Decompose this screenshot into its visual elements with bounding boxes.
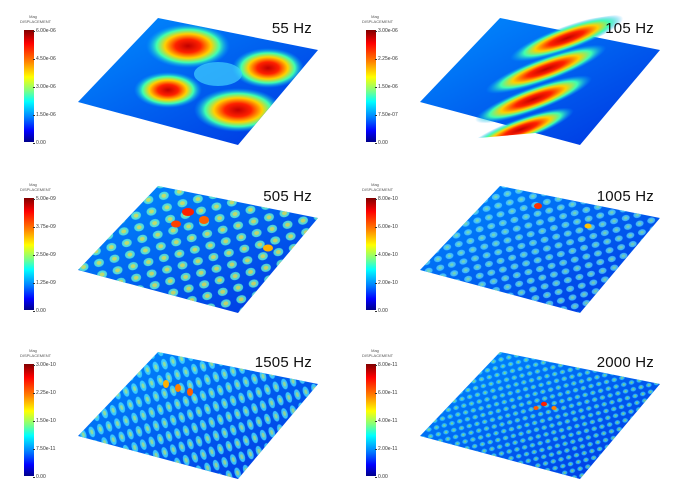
tick-label: 7.50e-11: [32, 446, 56, 452]
colorbar: [24, 198, 34, 310]
displacement-plate-2000hz: [420, 352, 660, 479]
legend-title-mag: Mag: [371, 14, 379, 19]
color-legend: Mag DISPLACEMENT 3.00e-10 2.25e-10 1.50e…: [14, 344, 74, 484]
frequency-label: 505 Hz: [263, 188, 312, 205]
color-legend: Mag DISPLACEMENT 8.00e-11 6.00e-11 4.00e…: [356, 344, 416, 484]
tick-label: 1.50e-10: [33, 418, 56, 424]
legend-title-displacement: DISPLACEMENT: [20, 19, 52, 24]
displacement-plate-1005hz: [420, 186, 660, 313]
tick-label: 7.50e-07: [375, 112, 398, 118]
tick-label: 4.00e-10: [375, 252, 398, 258]
tick-label: 0.00: [33, 308, 46, 314]
legend-title-mag: Mag: [371, 348, 379, 353]
colorbar: [366, 364, 376, 476]
tick-label: 3.00e-06: [33, 84, 56, 90]
legend-title-displacement: DISPLACEMENT: [20, 187, 52, 192]
tick-label: 0.00: [375, 474, 388, 480]
color-legend: Mag DISPLACEMENT 6.00e-06 4.50e-06 3.00e…: [14, 10, 74, 150]
tick-label: 0.00: [375, 308, 388, 314]
color-legend: Mag DISPLACEMENT 5.00e-09 3.75e-09 2.50e…: [14, 178, 74, 318]
frequency-label: 105 Hz: [605, 20, 654, 37]
displacement-plate-55hz: [78, 18, 318, 145]
color-legend: Mag DISPLACEMENT 3.00e-06 2.25e-06 1.50e…: [356, 10, 416, 150]
panel-1005hz: Mag DISPLACEMENT 8.00e-10 6.00e-10 4.00e…: [350, 178, 679, 338]
legend-title-displacement: DISPLACEMENT: [362, 353, 394, 358]
tick-label: 0.00: [33, 140, 46, 146]
tick-label: 2.50e-09: [33, 252, 56, 258]
displacement-plate-505hz: [78, 186, 318, 313]
color-legend: Mag DISPLACEMENT 8.00e-10 6.00e-10 4.00e…: [356, 178, 416, 318]
tick-label: 1.50e-06: [375, 84, 398, 90]
colorbar: [366, 198, 376, 310]
tick-label: 2.00e-10: [375, 280, 398, 286]
legend-title-displacement: DISPLACEMENT: [20, 353, 52, 358]
tick-label: 6.00e-10: [375, 224, 398, 230]
legend-title-mag: Mag: [29, 14, 37, 19]
legend-title-mag: Mag: [371, 182, 379, 187]
tick-label: 4.50e-06: [33, 56, 56, 62]
tick-label: 6.00e-06: [33, 28, 56, 34]
panel-105hz: Mag DISPLACEMENT 3.00e-06 2.25e-06 1.50e…: [350, 10, 679, 170]
legend-title-displacement: DISPLACEMENT: [362, 187, 394, 192]
tick-label: 1.50e-06: [33, 112, 56, 118]
frequency-label: 55 Hz: [271, 20, 312, 37]
legend-title-mag: Mag: [29, 182, 37, 187]
frequency-label: 1505 Hz: [254, 354, 312, 371]
tick-label: 6.00e-11: [374, 390, 398, 396]
tick-label: 2.00e-11: [374, 446, 398, 452]
tick-label: 8.00e-10: [375, 196, 398, 202]
panel-505hz: Mag DISPLACEMENT 5.00e-09 3.75e-09 2.50e…: [8, 178, 338, 338]
legend-title-mag: Mag: [29, 348, 37, 353]
tick-label: 2.25e-06: [375, 56, 398, 62]
panel-1505hz: Mag DISPLACEMENT 3.00e-10 2.25e-10 1.50e…: [8, 344, 338, 504]
tick-label: 1.25e-09: [33, 280, 56, 286]
tick-label: 8.00e-11: [374, 362, 398, 368]
tick-label: 3.00e-06: [375, 28, 398, 34]
tick-label: 4.00e-11: [374, 418, 398, 424]
tick-label: 0.00: [33, 474, 46, 480]
tick-label: 3.75e-09: [33, 224, 56, 230]
colorbar: [24, 30, 34, 142]
panel-55hz: Mag DISPLACEMENT 6.00e-06 4.50e-06 3.00e…: [8, 10, 338, 170]
frequency-label: 1005 Hz: [596, 188, 654, 205]
tick-label: 5.00e-09: [33, 196, 56, 202]
panel-2000hz: Mag DISPLACEMENT 8.00e-11 6.00e-11 4.00e…: [350, 344, 679, 504]
tick-label: 3.00e-10: [33, 362, 56, 368]
colorbar: [366, 30, 376, 142]
tick-label: 0.00: [375, 140, 388, 146]
displacement-plate-105hz: [420, 14, 660, 152]
displacement-plate-1505hz: [78, 352, 318, 479]
legend-title-displacement: DISPLACEMENT: [362, 19, 394, 24]
frequency-label: 2000 Hz: [596, 354, 654, 371]
colorbar: [24, 364, 34, 476]
tick-label: 2.25e-10: [33, 390, 56, 396]
